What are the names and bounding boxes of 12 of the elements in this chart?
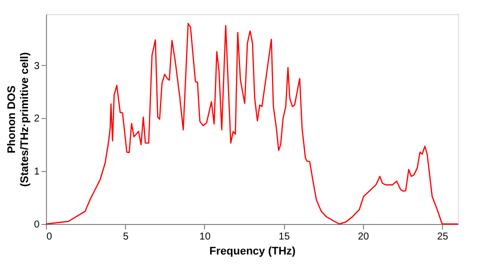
x-tick-label: 20	[358, 232, 370, 242]
x-tick-label: 5	[122, 232, 129, 242]
y-tick-label: 3	[34, 60, 40, 72]
y-tick-label: 0	[34, 220, 40, 230]
y-tick-label: 2	[34, 114, 40, 125]
x-tick-label: 10	[199, 232, 211, 242]
y-axis-title: Phonon DOS (States/THz·primitive cell)	[6, 52, 31, 187]
x-tick-label: 25	[437, 232, 449, 242]
x-tick-label: 15	[278, 232, 290, 242]
y-tick-label: 1	[34, 166, 40, 178]
x-tick-label: 0	[46, 232, 52, 242]
x-axis-title: Frequency (THz)	[209, 246, 296, 258]
